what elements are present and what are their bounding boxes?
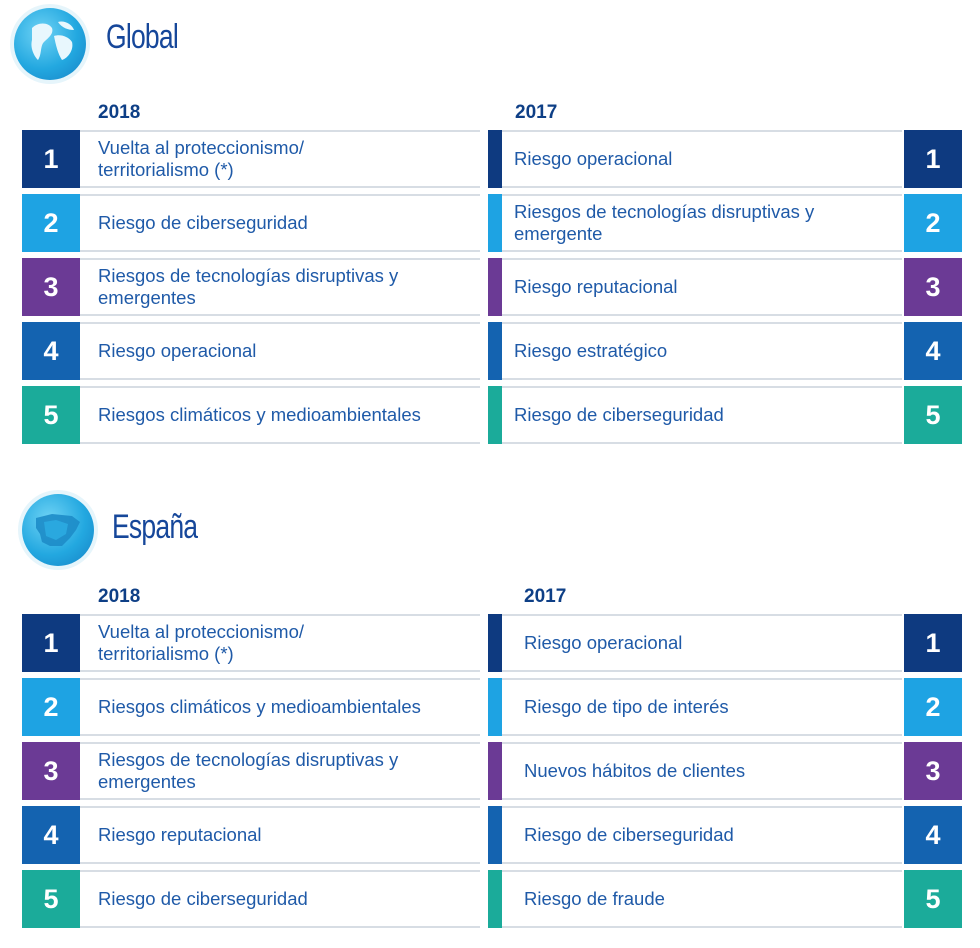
section-title: Global [106, 18, 179, 56]
risk-2018: Riesgos climáticos y medioambientales [80, 386, 480, 444]
risk-2017-label: Riesgo de ciberseguridad [514, 404, 724, 425]
risk-2017: Riesgo de fraude [502, 870, 902, 928]
risk-2018: Vuelta al proteccionismo/ territorialism… [80, 130, 480, 188]
risk-2018-label: Riesgos de tecnologías disruptivas y eme… [98, 265, 399, 308]
rank-color-bar [488, 742, 502, 800]
risk-2017: Riesgo operacional [502, 614, 902, 672]
risk-2017-label: Riesgo operacional [514, 148, 673, 169]
rank-badge-2017: 5 [904, 386, 962, 444]
rank-badge-2017: 2 [904, 678, 962, 736]
rank-badge-2017: 3 [904, 258, 962, 316]
rank-color-bar [488, 258, 502, 316]
rank-color-bar [488, 678, 502, 736]
rank-badge-2017: 3 [904, 742, 962, 800]
global-section: Global 2018 2017 1 Vuelta al proteccionis… [0, 0, 980, 460]
risk-2017: Riesgo operacional [502, 130, 902, 188]
year-label-2017: 2017 [515, 102, 558, 123]
rank-badge-2017: 1 [904, 614, 962, 672]
risk-2018-label: Riesgos climáticos y medioambientales [98, 404, 421, 425]
risk-2018-label: Riesgo de ciberseguridad [98, 212, 308, 233]
risk-2017: Riesgo estratégico [502, 322, 902, 380]
rank-badge-2017: 4 [904, 322, 962, 380]
risk-2018: Riesgos de tecnologías disruptivas y eme… [80, 742, 480, 800]
rank-color-bar [488, 870, 502, 928]
rank-badge-2018: 3 [22, 258, 80, 316]
rank-badge-2018: 3 [22, 742, 80, 800]
risk-2018: Riesgo reputacional [80, 806, 480, 864]
rank-badge-2018: 5 [22, 386, 80, 444]
rank-color-bar [488, 322, 502, 380]
rank-badge-2018: 1 [22, 614, 80, 672]
rank-badge-2018: 4 [22, 322, 80, 380]
year-label-2017: 2017 [524, 586, 567, 607]
rank-color-bar [488, 386, 502, 444]
rank-color-bar [488, 194, 502, 252]
rank-badge-2017: 2 [904, 194, 962, 252]
risk-2017-label: Riesgo operacional [524, 632, 683, 653]
risk-2017-label: Nuevos hábitos de clientes [524, 760, 746, 781]
rank-color-bar [488, 130, 502, 188]
risk-2017-label: Riesgo de fraude [524, 888, 665, 909]
rank-badge-2017: 5 [904, 870, 962, 928]
risk-2018: Riesgos de tecnologías disruptivas y eme… [80, 258, 480, 316]
risk-2018: Riesgos climáticos y medioambientales [80, 678, 480, 736]
risk-2018-label: Vuelta al proteccionismo/ territorialism… [98, 621, 305, 664]
globe-icon [14, 8, 86, 80]
rank-color-bar [488, 806, 502, 864]
risk-2017-label: Riesgo de ciberseguridad [524, 824, 734, 845]
risk-2018: Vuelta al proteccionismo/ territorialism… [80, 614, 480, 672]
risk-2018-label: Riesgo operacional [98, 340, 257, 361]
risk-2018-label: Riesgos de tecnologías disruptivas y eme… [98, 749, 399, 792]
risk-2017: Nuevos hábitos de clientes [502, 742, 902, 800]
rank-badge-2018: 2 [22, 194, 80, 252]
risk-2017-label: Riesgo estratégico [514, 340, 668, 361]
risk-2018-label: Riesgos climáticos y medioambientales [98, 696, 421, 717]
risk-2017-label: Riesgos de tecnologías disruptivas y eme… [514, 201, 815, 244]
risk-2017: Riesgos de tecnologías disruptivas y eme… [502, 194, 902, 252]
risk-2018: Riesgo de ciberseguridad [80, 870, 480, 928]
risk-2017: Riesgo de tipo de interés [502, 678, 902, 736]
risk-2018-label: Vuelta al proteccionismo/ territorialism… [98, 137, 305, 180]
risk-2018-label: Riesgo de ciberseguridad [98, 888, 308, 909]
rank-badge-2017: 1 [904, 130, 962, 188]
section-title: España [112, 508, 198, 546]
spain-map-icon [22, 494, 94, 566]
rank-badge-2017: 4 [904, 806, 962, 864]
rank-color-bar [488, 614, 502, 672]
year-label-2018: 2018 [98, 586, 141, 607]
rank-badge-2018: 2 [22, 678, 80, 736]
risk-2018: Riesgo operacional [80, 322, 480, 380]
risk-2017-label: Riesgo de tipo de interés [524, 696, 729, 717]
risk-2017-label: Riesgo reputacional [514, 276, 678, 297]
risk-2017: Riesgo de ciberseguridad [502, 386, 902, 444]
risk-2018: Riesgo de ciberseguridad [80, 194, 480, 252]
spain-section: España 2018 2017 1 Vuelta al proteccionis… [0, 484, 980, 948]
rank-badge-2018: 5 [22, 870, 80, 928]
risk-2018-label: Riesgo reputacional [98, 824, 262, 845]
rank-badge-2018: 4 [22, 806, 80, 864]
risk-2017: Riesgo de ciberseguridad [502, 806, 902, 864]
year-label-2018: 2018 [98, 102, 141, 123]
risk-2017: Riesgo reputacional [502, 258, 902, 316]
rank-badge-2018: 1 [22, 130, 80, 188]
